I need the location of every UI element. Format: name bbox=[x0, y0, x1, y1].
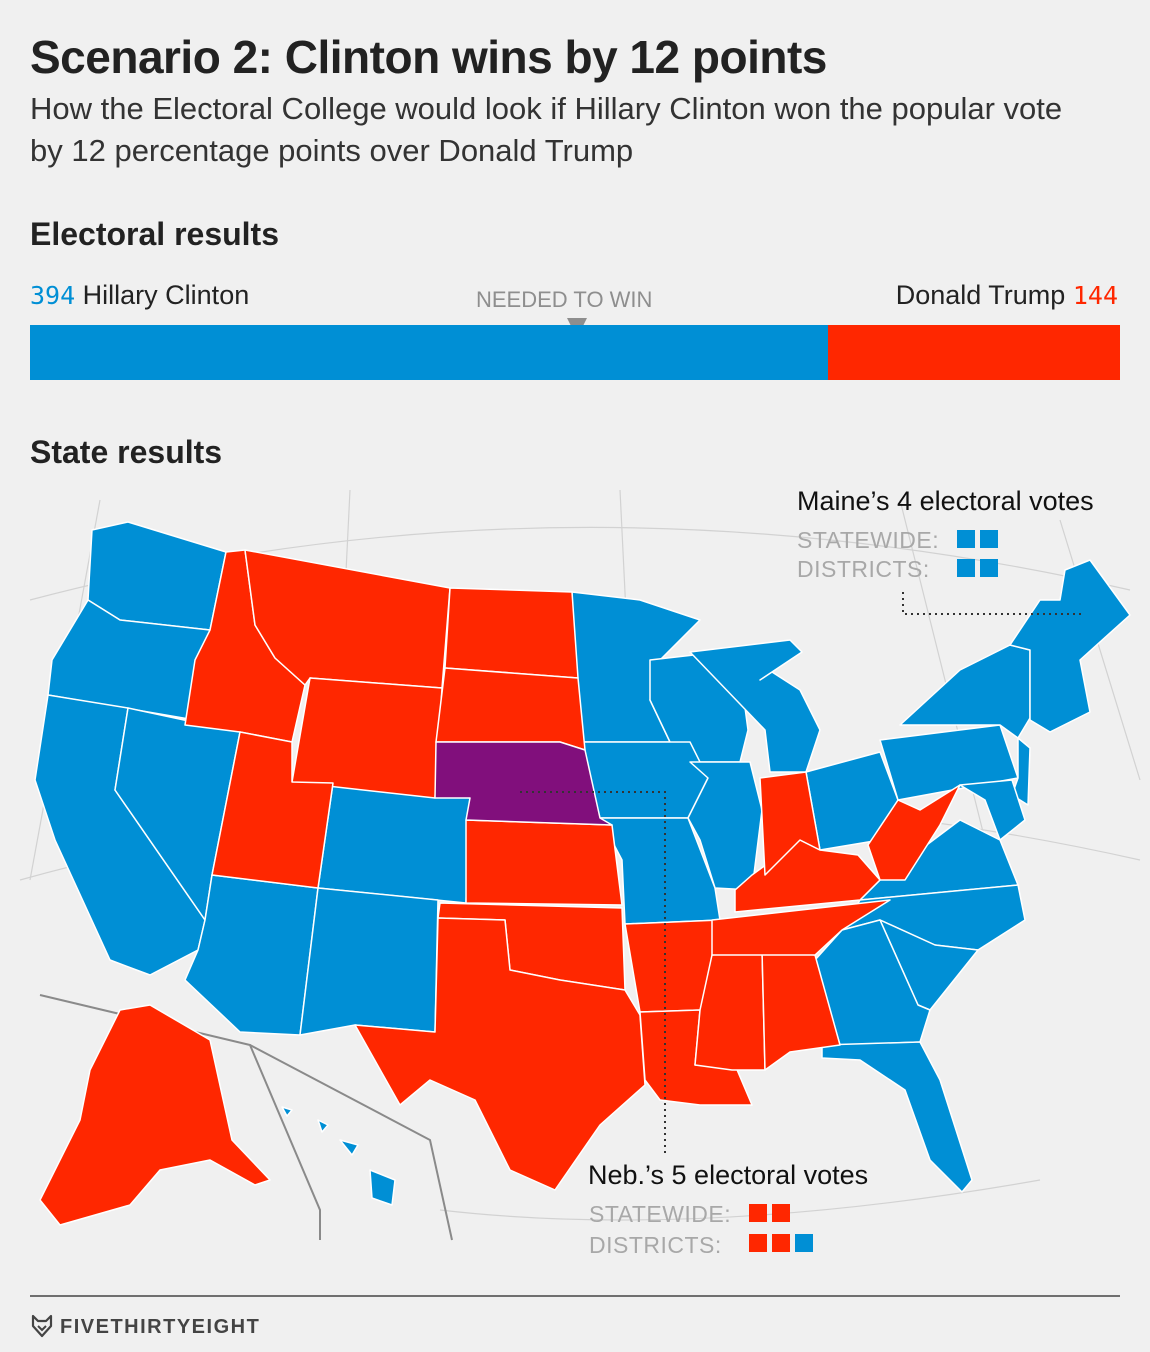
electoral-results-heading: Electoral results bbox=[30, 216, 279, 252]
state-new-mexico bbox=[299, 887, 439, 1036]
clinton-vote-square bbox=[957, 530, 975, 548]
fivethirtyeight-fox-icon bbox=[31, 1314, 53, 1338]
trump-legend: Donald Trump 144 bbox=[896, 280, 1118, 311]
state-mid-atlantic bbox=[959, 779, 1026, 841]
state-hawaii bbox=[281, 1106, 396, 1206]
maine-districts-squares bbox=[957, 559, 1003, 580]
callout-leaders bbox=[520, 592, 1085, 1155]
state-wyoming bbox=[291, 677, 443, 799]
state-nebraska bbox=[434, 741, 613, 826]
state-results-heading: State results bbox=[30, 434, 223, 470]
state-colorado bbox=[317, 782, 471, 904]
state-north-dakota bbox=[444, 587, 579, 679]
state-florida bbox=[821, 1041, 973, 1193]
nebraska-callout-title: Neb.’s 5 electoral votes bbox=[588, 1160, 869, 1190]
state-new-england bbox=[1009, 559, 1131, 733]
clinton-vote-square bbox=[980, 559, 998, 577]
state-indiana bbox=[759, 771, 821, 876]
trump-votes: 144 bbox=[1072, 281, 1118, 310]
nebraska-statewide-squares bbox=[749, 1204, 795, 1225]
clinton-vote-square bbox=[795, 1234, 813, 1252]
state-michigan bbox=[689, 639, 821, 773]
clinton-vote-square bbox=[957, 559, 975, 577]
clinton-legend: 394 Hillary Clinton bbox=[30, 280, 249, 311]
state-new-jersey bbox=[1011, 737, 1031, 806]
trump-vote-square bbox=[749, 1234, 767, 1252]
state-iowa bbox=[581, 741, 709, 819]
chart-subtitle: How the Electoral College would look if … bbox=[30, 91, 1063, 168]
trump-vote-square bbox=[772, 1204, 790, 1222]
trump-bar-segment bbox=[828, 325, 1120, 380]
state-west-virginia bbox=[867, 784, 961, 881]
clinton-bar-segment bbox=[30, 325, 829, 380]
clinton-name: Hillary Clinton bbox=[82, 280, 250, 310]
nebraska-statewide-label: STATEWIDE: bbox=[589, 1201, 732, 1227]
electoral-bar bbox=[30, 325, 1120, 380]
nebraska-districts-label: DISTRICTS: bbox=[589, 1232, 722, 1258]
state-south-dakota bbox=[435, 667, 586, 751]
clinton-vote-square bbox=[980, 530, 998, 548]
chart-title: Scenario 2: Clinton wins by 12 points bbox=[30, 31, 827, 83]
trump-vote-square bbox=[772, 1234, 790, 1252]
needed-to-win-label: NEEDED TO WIN bbox=[476, 287, 653, 312]
trump-vote-square bbox=[749, 1204, 767, 1222]
maine-statewide-squares bbox=[957, 530, 1003, 551]
footer-brand: FIVETHIRTYEIGHT bbox=[60, 1316, 261, 1338]
state-new-york bbox=[899, 644, 1031, 739]
state-alaska bbox=[39, 1004, 271, 1226]
state-utah bbox=[211, 731, 334, 889]
maine-statewide-label: STATEWIDE: bbox=[797, 527, 940, 553]
maine-districts-label: DISTRICTS: bbox=[797, 556, 930, 582]
state-texas bbox=[354, 917, 646, 1191]
state-kansas bbox=[465, 819, 623, 906]
clinton-votes: 394 bbox=[30, 281, 76, 310]
footer-rule bbox=[30, 1295, 1120, 1297]
nebraska-districts-squares bbox=[749, 1234, 818, 1255]
maine-callout-title: Maine’s 4 electoral votes bbox=[797, 486, 1094, 516]
us-state-map bbox=[19, 489, 1141, 1241]
state-tennessee bbox=[711, 899, 891, 956]
trump-name: Donald Trump bbox=[895, 280, 1066, 310]
